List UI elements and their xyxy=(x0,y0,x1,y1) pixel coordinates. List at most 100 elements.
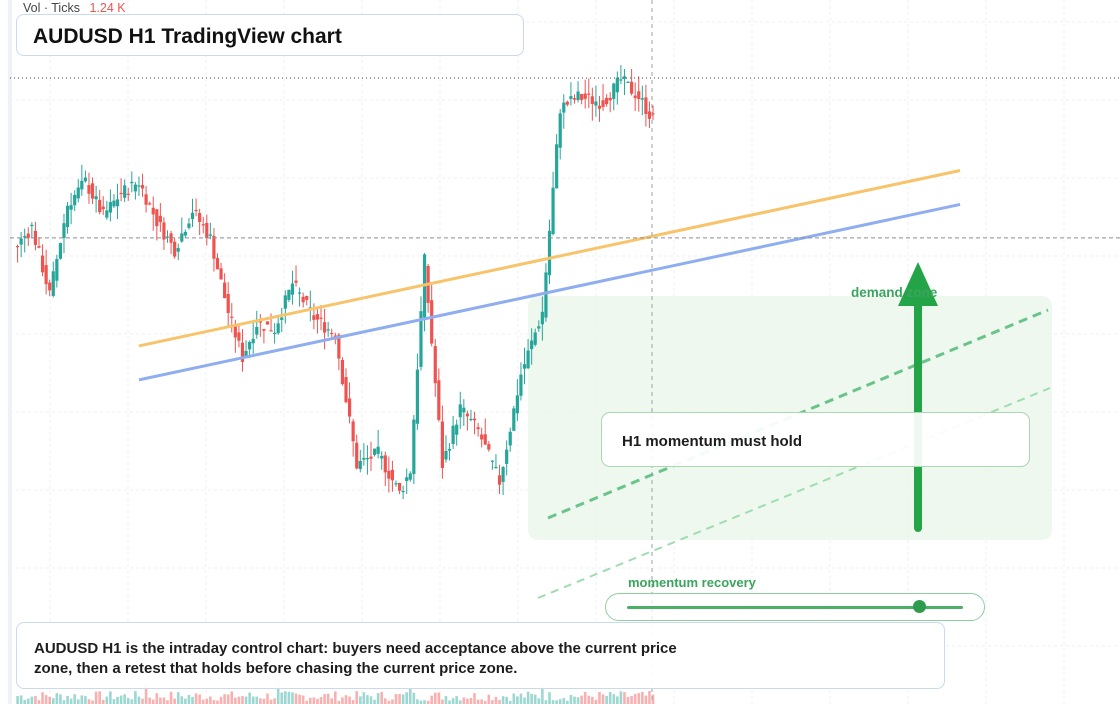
candle-body xyxy=(69,205,73,210)
candle-body xyxy=(26,233,30,238)
candle-body xyxy=(233,326,237,338)
candle-body xyxy=(133,184,137,192)
candle-body xyxy=(555,144,559,189)
volume-bar xyxy=(259,698,262,704)
volume-bar xyxy=(301,695,305,704)
momentum-callout: H1 momentum must hold xyxy=(601,412,1030,467)
volume-bar xyxy=(555,700,558,704)
volume-bar xyxy=(355,691,359,704)
volume-bar xyxy=(648,691,651,704)
volume-bar xyxy=(255,696,259,704)
volume-bar xyxy=(537,698,541,704)
volume-bar xyxy=(291,692,294,704)
candle-body xyxy=(190,212,195,220)
volume-bar xyxy=(219,696,223,704)
candle-body xyxy=(83,177,87,182)
candle-body xyxy=(40,255,45,273)
note-card: AUDUSD H1 is the intraday control chart:… xyxy=(16,622,945,689)
volume-bar xyxy=(476,699,480,704)
candle-body xyxy=(597,105,602,109)
candle-body xyxy=(48,282,52,291)
volume-bar xyxy=(87,699,91,704)
candle-body xyxy=(526,350,530,369)
candle-body xyxy=(437,380,441,420)
candle-body xyxy=(433,346,437,384)
candle-body xyxy=(162,222,166,240)
volume-bar xyxy=(273,698,276,704)
volume-bar xyxy=(191,696,194,704)
candle-body xyxy=(240,342,245,362)
volume-bar xyxy=(98,691,101,704)
candle-body xyxy=(62,223,66,238)
momentum-knob[interactable] xyxy=(913,600,927,613)
volume-readout: Vol · Ticks 1.24 K xyxy=(23,1,126,15)
volume-bar xyxy=(305,700,309,704)
volume-label: Vol · Ticks xyxy=(23,1,80,15)
candle-body xyxy=(430,300,434,344)
callout-text: H1 momentum must hold xyxy=(622,433,803,450)
volume-bar xyxy=(569,694,573,704)
volume-bar xyxy=(41,692,44,704)
volume-bar xyxy=(351,700,355,704)
volume-bar xyxy=(216,700,219,704)
candle-body xyxy=(644,97,648,115)
candle-body xyxy=(419,311,423,367)
candle-body xyxy=(390,469,395,481)
left-scale-edge xyxy=(8,0,12,704)
candle-body xyxy=(358,460,362,470)
volume-bar xyxy=(201,699,205,704)
volume-bar xyxy=(608,691,612,704)
volume-bar xyxy=(616,696,619,704)
volume-bar xyxy=(405,692,408,704)
candle-body xyxy=(94,196,98,200)
candle-body xyxy=(208,234,212,236)
volume-bar xyxy=(505,696,508,704)
candle-body xyxy=(537,326,541,329)
candle-body xyxy=(165,236,170,238)
candle-body xyxy=(580,94,584,100)
candle-body xyxy=(590,96,594,104)
candle-body xyxy=(458,404,462,418)
volume-bar xyxy=(558,699,562,704)
candle-body xyxy=(108,202,112,213)
volume-bar xyxy=(619,691,623,704)
volume-bar xyxy=(455,696,458,704)
candle-body xyxy=(155,209,159,227)
volume-bar xyxy=(526,691,530,704)
candle-body xyxy=(376,446,380,454)
candle-body xyxy=(472,418,477,421)
candle-body xyxy=(130,181,134,184)
volume-bar xyxy=(437,692,441,704)
candle-body xyxy=(447,448,452,451)
volume-bar xyxy=(562,697,566,704)
volume-value: 1.24 K xyxy=(89,1,126,15)
candle-body xyxy=(440,421,444,468)
demand-zone-label: demand zone xyxy=(851,285,938,300)
candle-body xyxy=(637,91,641,100)
volume-bar xyxy=(116,696,119,704)
volume-bar xyxy=(51,698,55,704)
volume-bar xyxy=(519,693,523,704)
volume-bar xyxy=(473,693,476,704)
volume-bar xyxy=(651,694,655,704)
volume-bar xyxy=(137,696,141,704)
candle-body xyxy=(283,295,287,309)
candle-body xyxy=(508,431,512,446)
candle-body xyxy=(562,102,566,113)
volume-bar xyxy=(251,696,255,704)
candle-body xyxy=(351,421,355,442)
volume-bar xyxy=(487,694,491,704)
momentum-slider[interactable] xyxy=(605,593,985,621)
volume-bar xyxy=(91,700,94,704)
volume-bar xyxy=(76,699,80,704)
volume-bar xyxy=(408,686,412,704)
volume-bar xyxy=(544,700,548,704)
candle-body xyxy=(572,98,577,100)
candle-body xyxy=(601,100,605,107)
candle-body xyxy=(305,295,309,300)
volume-bar xyxy=(341,697,344,704)
candle-body xyxy=(90,183,95,199)
candle-body xyxy=(158,215,162,223)
volume-bar xyxy=(159,697,162,704)
